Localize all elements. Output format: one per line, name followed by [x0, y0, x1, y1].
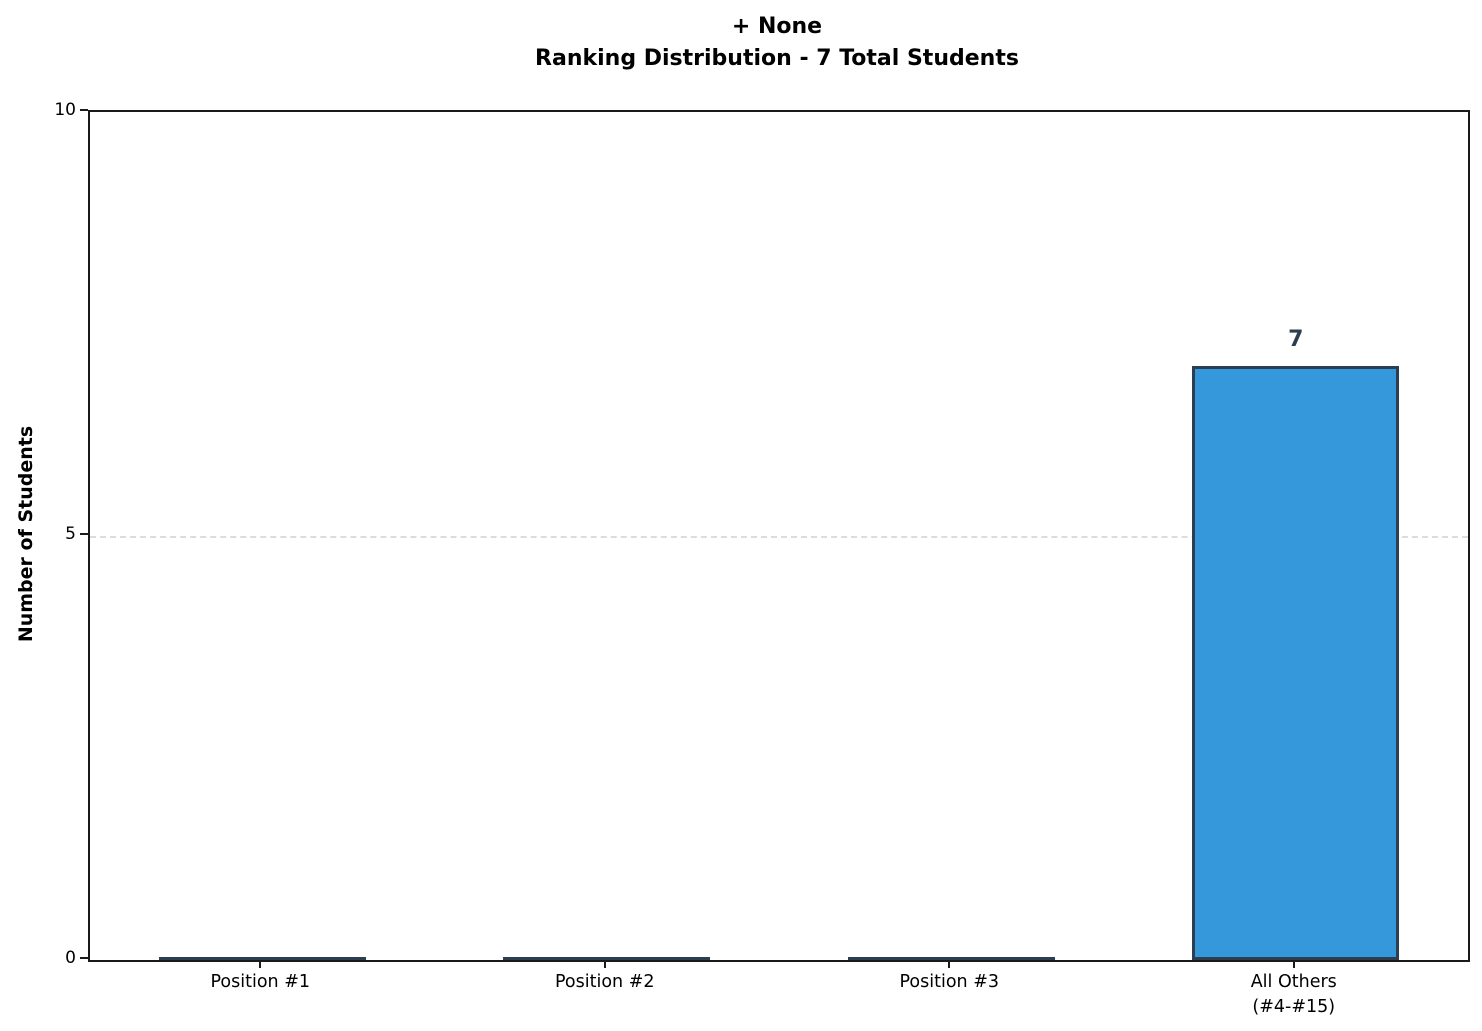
xtick-mark-position-1 [259, 960, 262, 968]
xtick-label-position-1: Position #1 [90, 970, 430, 995]
plot-area: 7 [88, 110, 1470, 962]
ytick-label-5: 5 [65, 524, 76, 544]
chart-title-line1: + None [731, 14, 823, 39]
bar-all-others [1192, 366, 1400, 960]
xtick-label-position-2: Position #2 [435, 970, 775, 995]
xtick-label-line: Position #1 [210, 972, 311, 992]
chart-title-line2: Ranking Distribution - 7 Total Students [535, 46, 1019, 71]
xtick-mark-position-3 [948, 960, 951, 968]
ytick-mark-0 [80, 957, 88, 959]
ytick-label-0: 0 [65, 948, 76, 968]
xtick-label-all-others: All Others (#4-#15) [1124, 970, 1464, 1020]
xtick-mark-all-others [1292, 960, 1295, 968]
xtick-label-line: Position #3 [899, 972, 1000, 992]
bar-position-3 [847, 957, 1055, 960]
gridline-y5 [90, 536, 1468, 538]
value-label-all-others: 7 [1288, 327, 1304, 352]
ytick-label-10: 10 [54, 100, 76, 120]
xtick-mark-position-2 [603, 960, 606, 968]
xtick-label-line: All Others [1250, 972, 1337, 992]
ytick-mark-10 [80, 109, 88, 111]
xtick-label-line: Position #2 [555, 972, 655, 992]
bar-position-2 [503, 957, 711, 960]
ytick-mark-5 [80, 533, 88, 535]
bar-position-1 [158, 957, 366, 960]
xtick-label-position-3: Position #3 [779, 970, 1119, 995]
chart-title: + None Ranking Distribution - 7 Total St… [88, 11, 1466, 75]
xtick-label-line: (#4-#15) [1252, 997, 1336, 1017]
